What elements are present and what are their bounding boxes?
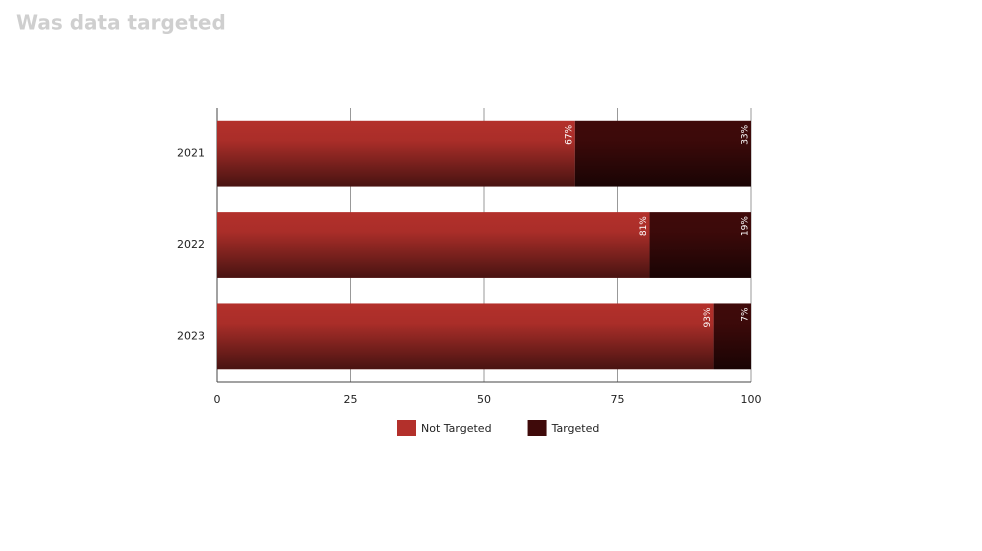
x-tick-label: 25 (344, 393, 358, 406)
value-label: 81% (639, 216, 649, 236)
x-tick-label: 100 (741, 393, 762, 406)
bar-shade (649, 212, 751, 278)
legend-swatch (527, 420, 547, 436)
bar-shade (217, 212, 650, 278)
chart-title: Was data targeted (16, 11, 226, 35)
bar-shade (713, 303, 751, 370)
value-label: 7% (741, 307, 751, 322)
bar-shade (574, 120, 751, 187)
value-label: 33% (741, 124, 751, 144)
x-tick-label: 75 (611, 393, 625, 406)
x-tick-label: 0 (214, 393, 221, 406)
legend-swatch (397, 420, 416, 436)
y-tick-label: 2022 (177, 238, 205, 251)
value-label: 19% (741, 216, 751, 236)
y-tick-label: 2021 (177, 147, 205, 160)
y-tick-label: 2023 (177, 329, 205, 342)
bar-shade (217, 303, 714, 370)
legend-label: Not Targeted (421, 422, 492, 435)
value-label: 67% (564, 124, 574, 144)
bar-shade (217, 120, 575, 187)
legend-label: Targeted (551, 422, 600, 435)
x-tick-label: 50 (477, 393, 491, 406)
value-label: 93% (703, 307, 713, 327)
